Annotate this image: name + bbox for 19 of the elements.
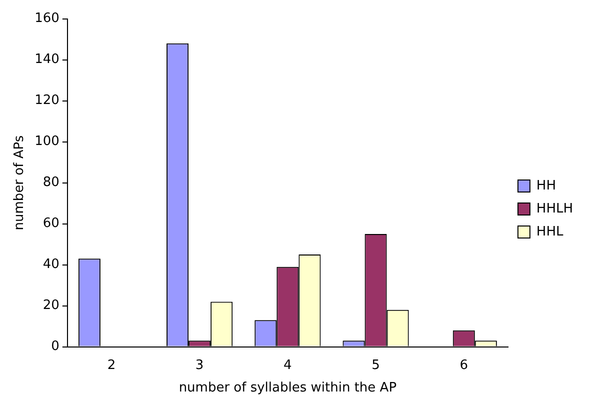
y-tick-label: 140 <box>34 52 60 68</box>
x-tick-label: 2 <box>107 358 116 373</box>
y-tick-label: 100 <box>34 134 60 150</box>
y-tick-label: 0 <box>51 339 60 354</box>
legend-label: HHL <box>536 224 564 240</box>
x-tick-label: 4 <box>284 358 292 373</box>
y-tick-label: 120 <box>34 93 60 108</box>
y-tick-label: 160 <box>34 11 60 26</box>
x-tick-label: 6 <box>460 358 468 373</box>
legend-label: HHLH <box>536 201 574 216</box>
y-tick-label: 60 <box>42 216 60 232</box>
x-tick-label: 5 <box>372 358 380 373</box>
x-tick-label: 3 <box>195 358 204 373</box>
y-tick-label: 20 <box>42 298 60 314</box>
y-tick-label: 40 <box>42 257 60 272</box>
y-tick-label: 80 <box>42 175 60 190</box>
y-axis-title: number of APs <box>12 135 28 230</box>
legend-label: HH <box>536 178 556 194</box>
x-axis-title: number of syllables within the AP <box>178 380 397 396</box>
